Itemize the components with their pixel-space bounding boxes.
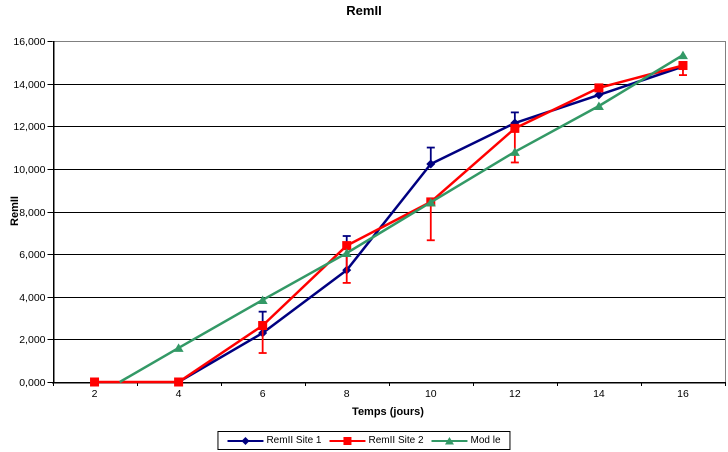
x-tick-label: 12: [509, 388, 521, 400]
y-tick-label: 4,000: [19, 292, 45, 304]
marker-triangle: [341, 248, 352, 258]
y-tick-label: 12,000: [13, 121, 45, 133]
marker-triangle: [593, 101, 604, 111]
legend-label: RemII Site 2: [368, 435, 424, 446]
y-tick-label: 14,000: [13, 79, 45, 91]
x-tick-label: 14: [593, 388, 605, 400]
y-tick-label: 0,000: [19, 377, 45, 389]
marker-diamond: [594, 90, 604, 100]
legend-marker-square: [329, 436, 366, 445]
marker-triangle: [677, 50, 688, 60]
legend-marker-shape: [445, 436, 455, 444]
x-tick-label: 2: [92, 388, 98, 400]
y-tick-label: 10,000: [13, 164, 45, 176]
legend: RemII Site 1 RemII Site 2 Mod le: [217, 431, 511, 450]
x-axis-title: Temps (jours): [352, 406, 424, 418]
y-tick-label: 2,000: [19, 334, 45, 346]
legend-label: Mod le: [470, 435, 501, 446]
y-tick-label: 16,000: [13, 36, 45, 48]
series-line: [94, 64, 684, 384]
y-tick-label: 8,000: [19, 207, 45, 219]
series-3: [119, 50, 688, 384]
marker-diamond: [426, 159, 436, 169]
legend-item: RemII Site 2: [329, 435, 424, 446]
marker-square: [258, 321, 268, 331]
marker-square: [90, 377, 100, 387]
x-tick-label: 8: [344, 388, 350, 400]
legend-marker-diamond: [227, 436, 264, 445]
marker-square: [594, 83, 604, 93]
x-tick-label: 16: [677, 388, 689, 400]
y-tick-label: 6,000: [19, 249, 45, 261]
legend-marker-shape: [241, 436, 250, 445]
marker-triangle: [257, 295, 268, 304]
marker-triangle: [509, 147, 520, 156]
x-tick-label: 6: [260, 388, 266, 400]
legend-item: Mod le: [431, 435, 501, 446]
x-tick-label: 10: [425, 388, 437, 400]
legend-item: RemII Site 1: [227, 435, 321, 446]
marker-triangle: [173, 343, 184, 352]
chart-title: RemII: [346, 3, 382, 18]
marker-triangle: [425, 197, 436, 207]
marker-square: [342, 241, 352, 251]
legend-label: RemII Site 1: [266, 435, 322, 446]
series-line: [119, 53, 684, 384]
marker-square: [678, 61, 688, 71]
x-tick-label: 4: [176, 388, 182, 400]
marker-square: [510, 123, 520, 133]
legend-marker-triangle: [431, 436, 468, 444]
legend-marker-shape: [343, 436, 352, 445]
marker-square: [174, 377, 184, 387]
